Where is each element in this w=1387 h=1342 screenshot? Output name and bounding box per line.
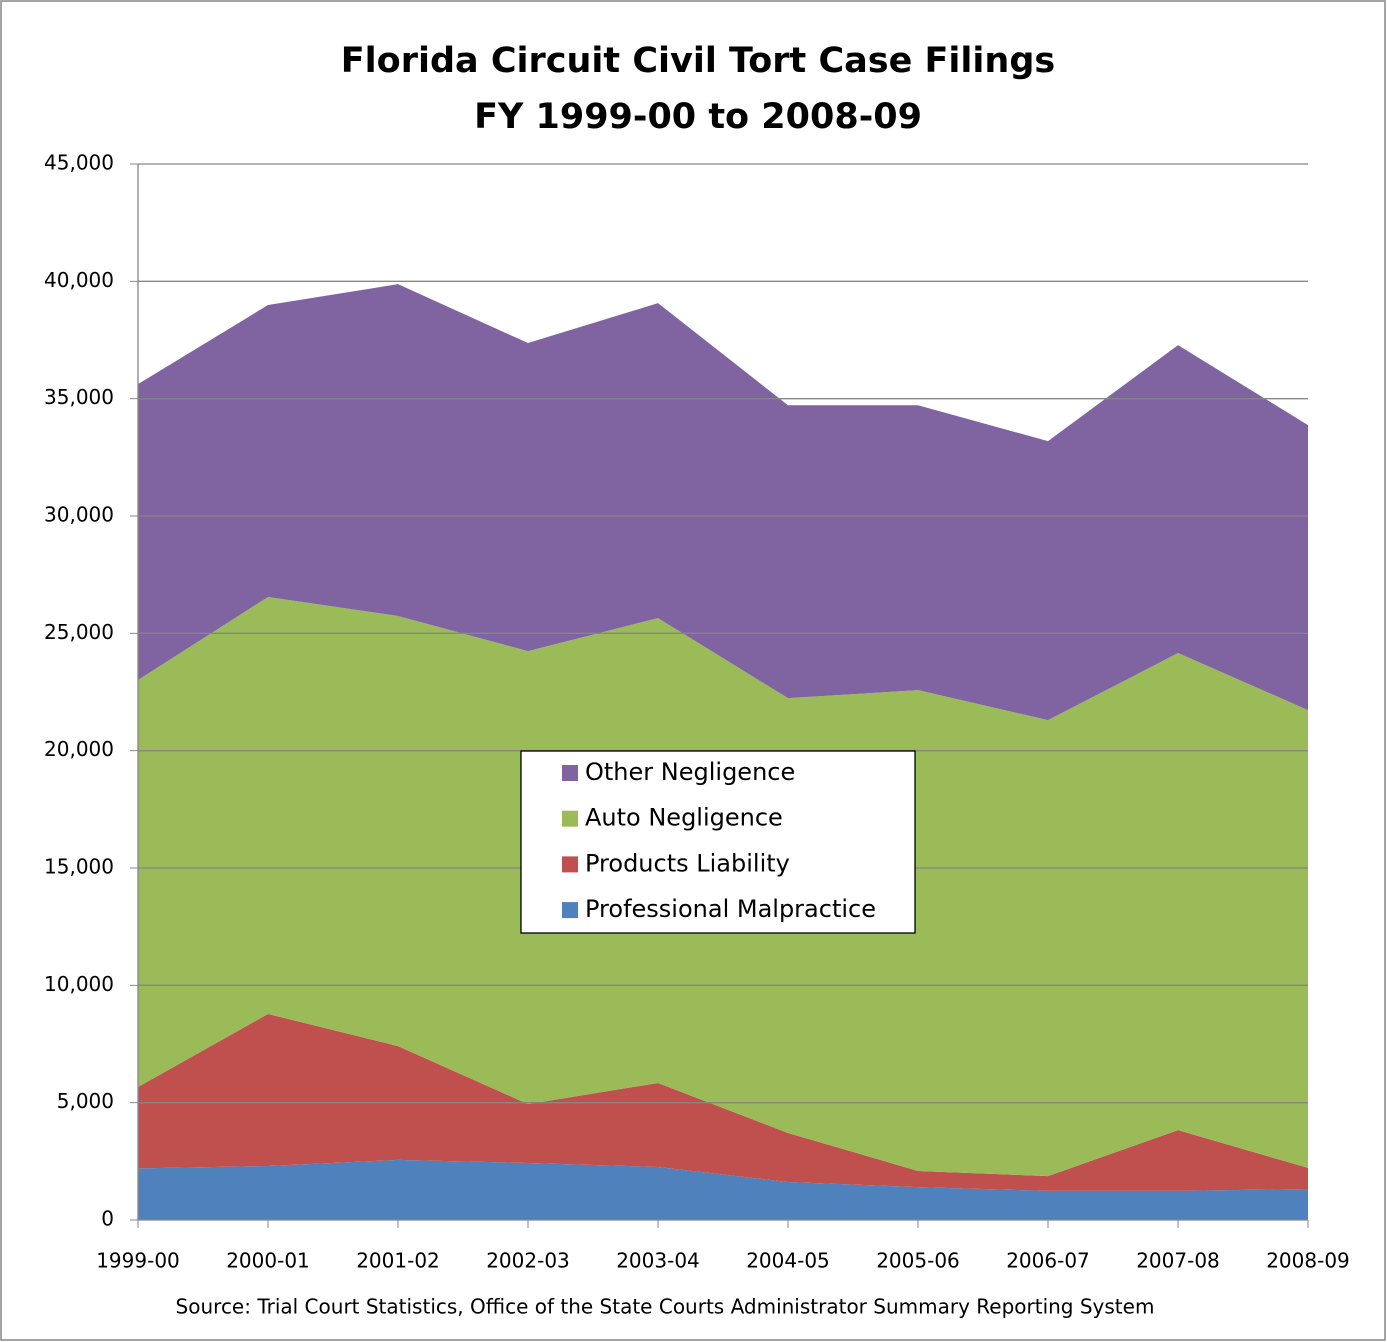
x-tick-label: 2002-03 bbox=[486, 1249, 570, 1273]
y-tick-label: 10,000 bbox=[44, 972, 114, 996]
legend-label: Other Negligence bbox=[585, 758, 795, 786]
y-tick-label: 0 bbox=[101, 1207, 114, 1231]
legend-box bbox=[520, 750, 916, 934]
x-tick-label: 1999-00 bbox=[96, 1249, 180, 1273]
area bbox=[138, 1159, 1308, 1220]
legend-swatch bbox=[562, 902, 578, 919]
chart-title: FY 1999-00 to 2008-09 bbox=[474, 97, 922, 137]
x-tick-label: 2008-09 bbox=[1266, 1249, 1350, 1273]
x-tick-label: 2003-04 bbox=[616, 1249, 700, 1273]
y-tick-label: 25,000 bbox=[44, 620, 114, 644]
y-tick-label: 5,000 bbox=[57, 1089, 114, 1113]
area bbox=[138, 284, 1308, 721]
chart-title: Florida Circuit Civil Tort Case Filings bbox=[341, 41, 1055, 81]
y-tick-label: 30,000 bbox=[44, 503, 114, 527]
y-tick-label: 15,000 bbox=[44, 855, 114, 879]
legend-swatch bbox=[562, 810, 578, 827]
x-tick-label: 2006-07 bbox=[1006, 1249, 1090, 1273]
legend-label: Auto Negligence bbox=[585, 804, 783, 832]
x-tick-label: 2001-02 bbox=[356, 1249, 440, 1273]
legend-label: Products Liability bbox=[585, 849, 790, 877]
x-tick-label: 2004-05 bbox=[746, 1249, 830, 1273]
legend-swatch bbox=[562, 765, 578, 781]
x-tick-label: 2005-06 bbox=[876, 1249, 960, 1273]
x-tick-label: 2000-01 bbox=[226, 1249, 310, 1273]
y-tick-label: 45,000 bbox=[44, 151, 114, 175]
y-tick-label: 35,000 bbox=[44, 385, 114, 409]
y-tick-label: 40,000 bbox=[44, 268, 114, 292]
y-tick-label: 20,000 bbox=[44, 737, 114, 761]
x-tick-label: 2007-08 bbox=[1136, 1249, 1220, 1273]
source-note: Source: Trial Court Statistics, Office o… bbox=[176, 1295, 1155, 1319]
area bbox=[138, 1013, 1308, 1191]
legend-swatch bbox=[562, 856, 578, 873]
legend-label: Professional Malpractice bbox=[585, 895, 876, 923]
